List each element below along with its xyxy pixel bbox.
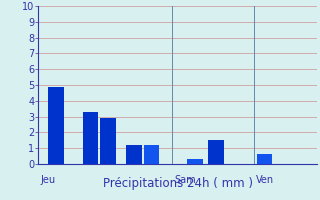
Bar [83, 112, 99, 164]
Text: Ven: Ven [256, 175, 274, 185]
Bar [144, 145, 159, 164]
Text: Précipitations 24h ( mm ): Précipitations 24h ( mm ) [103, 177, 252, 190]
Bar [257, 154, 272, 164]
Bar [208, 140, 224, 164]
Bar [126, 145, 142, 164]
Text: Sam: Sam [174, 175, 196, 185]
Bar [48, 87, 64, 164]
Bar [187, 159, 203, 164]
Bar [100, 118, 116, 164]
Text: Jeu: Jeu [40, 175, 55, 185]
